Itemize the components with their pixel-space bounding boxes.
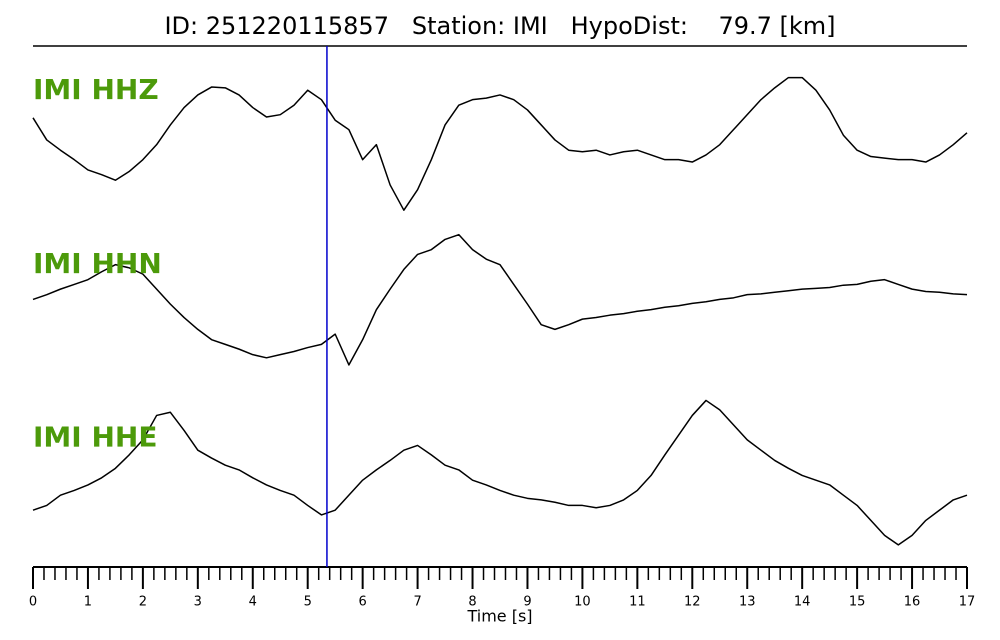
x-tick-label: 6 <box>359 595 367 610</box>
trace <box>32 399 968 546</box>
x-tick-label: 1 <box>84 595 92 610</box>
trace <box>32 233 968 366</box>
x-tick-label: 5 <box>304 595 312 610</box>
x-tick-label: 11 <box>629 595 646 610</box>
x-tick-label: 8 <box>468 595 476 610</box>
x-tick-label: 4 <box>249 595 257 610</box>
x-axis-label: Time [s] <box>466 607 532 626</box>
x-tick-label: 2 <box>139 595 147 610</box>
x-tick-label: 3 <box>194 595 202 610</box>
trace-label: IMI HHN <box>33 247 162 280</box>
x-tick-label: 12 <box>684 595 701 610</box>
x-tick-label: 16 <box>904 595 921 610</box>
trace <box>32 76 968 211</box>
trace-label: IMI HHZ <box>33 73 159 106</box>
x-tick-label: 13 <box>739 595 756 610</box>
x-tick-label: 14 <box>794 595 811 610</box>
x-tick-label: 10 <box>574 595 591 610</box>
x-tick-label: 7 <box>413 595 421 610</box>
x-tick-label: 9 <box>523 595 531 610</box>
chart-title: ID: 251220115857 Station: IMI HypoDist: … <box>164 12 835 40</box>
x-tick-label: 15 <box>849 595 866 610</box>
trace-label: IMI HHE <box>33 420 157 453</box>
x-tick-label: 0 <box>29 595 37 610</box>
x-tick-label: 17 <box>959 595 976 610</box>
